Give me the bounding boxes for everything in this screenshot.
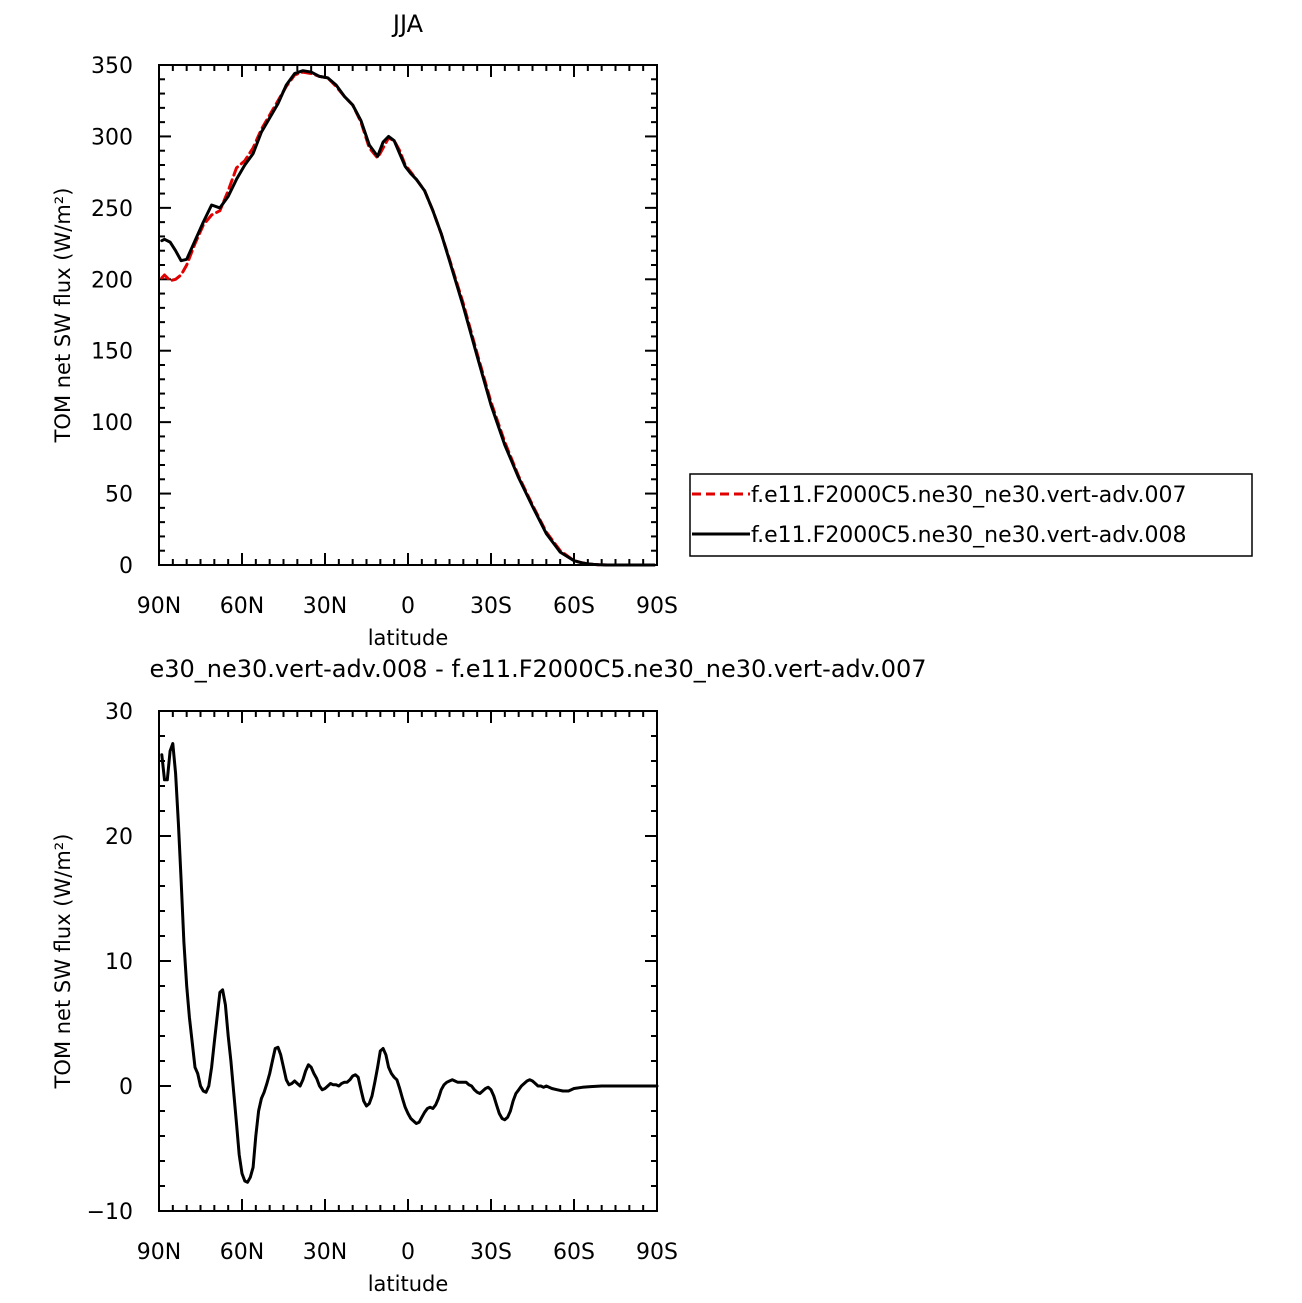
y-tick-label: 300 <box>91 125 133 150</box>
x-tick-label: 60N <box>220 594 264 619</box>
y-tick-label: 350 <box>91 54 133 79</box>
legend-entry-2: f.e11.F2000C5.ne30_ne30.vert-adv.008 <box>751 523 1187 548</box>
y-tick-label: −10 <box>87 1200 133 1225</box>
y-tick-label: 30 <box>105 700 133 725</box>
y-tick-label: 10 <box>105 950 133 975</box>
x-tick-label: 30N <box>303 1240 347 1265</box>
x-tick-label: 90S <box>636 594 678 619</box>
y-axis-label: TOM net SW flux (W/m²) <box>51 834 75 1090</box>
x-axis-label: latitude <box>368 1272 449 1296</box>
series-line-2 <box>160 69 656 567</box>
x-tick-label: 30S <box>470 594 512 619</box>
x-tick-label: 90S <box>636 1240 678 1265</box>
x-tick-label: 90N <box>137 594 181 619</box>
x-axis-label: latitude <box>368 626 449 650</box>
chart-panel-2: e30_ne30.vert-adv.008 - f.e11.F2000C5.ne… <box>51 655 927 1296</box>
y-axis-label: TOM net SW flux (W/m²) <box>51 188 75 444</box>
legend-box <box>689 473 1253 557</box>
legend-entry-1: f.e11.F2000C5.ne30_ne30.vert-adv.007 <box>751 483 1187 508</box>
x-tick-label: 60S <box>553 594 595 619</box>
x-tick-label: 0 <box>401 594 415 619</box>
plot-frame <box>158 64 658 566</box>
y-tick-label: 200 <box>91 268 133 293</box>
plot-frame <box>158 710 658 1212</box>
y-tick-label: 100 <box>91 411 133 436</box>
y-tick-label: 250 <box>91 197 133 222</box>
chart-title: JJA <box>391 10 424 38</box>
x-tick-label: 90N <box>137 1240 181 1265</box>
chart-title: e30_ne30.vert-adv.008 - f.e11.F2000C5.ne… <box>149 655 926 683</box>
x-tick-label: 60S <box>553 1240 595 1265</box>
y-tick-label: 20 <box>105 825 133 850</box>
x-tick-label: 30S <box>470 1240 512 1265</box>
y-tick-label: 0 <box>119 554 133 579</box>
series-line-1 <box>160 742 659 1184</box>
x-tick-label: 30N <box>303 594 347 619</box>
chart-panel-1: JJA 90N 60N 30N 0 30S 60S 90S 0 50 100 150 200 250 300… <box>51 10 1253 650</box>
y-tick-label: 50 <box>105 483 133 508</box>
x-tick-label: 0 <box>401 1240 415 1265</box>
legend: f.e11.F2000C5.ne30_ne30.vert-adv.007 f.e1… <box>689 473 1253 557</box>
y-tick-label: 150 <box>91 340 133 365</box>
y-tick-label: 0 <box>119 1075 133 1100</box>
x-tick-label: 60N <box>220 1240 264 1265</box>
